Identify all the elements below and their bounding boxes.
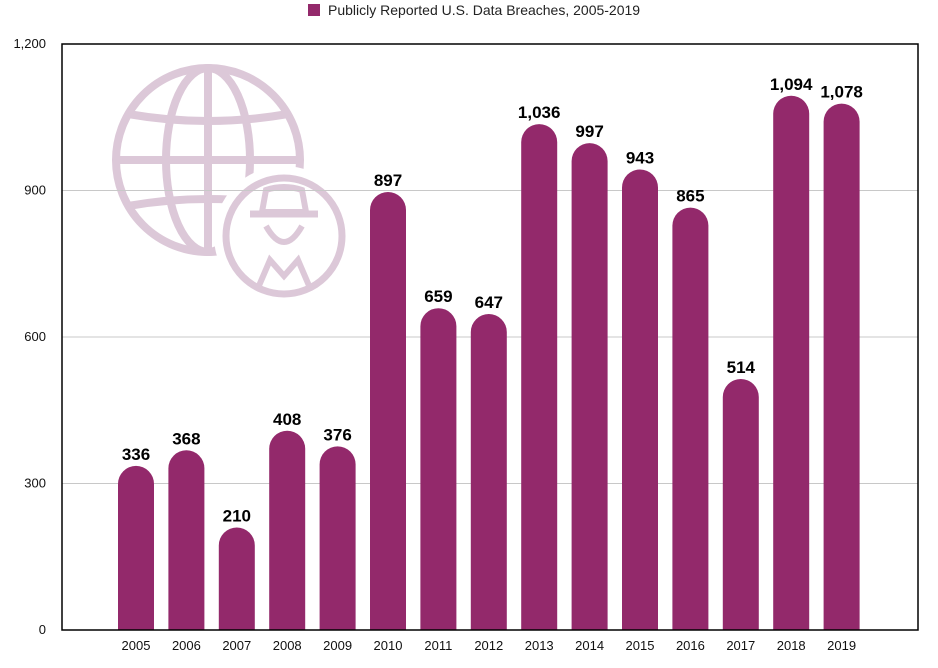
x-tick-label-2019: 2019 bbox=[827, 638, 856, 653]
bar-2013 bbox=[521, 124, 558, 630]
bar-2006 bbox=[168, 450, 205, 630]
data-label-2018: 1,094 bbox=[770, 75, 813, 94]
data-label-2011: 659 bbox=[424, 287, 452, 306]
bar-2008 bbox=[269, 430, 306, 630]
x-tick-label-2008: 2008 bbox=[273, 638, 302, 653]
bar-2014 bbox=[571, 143, 608, 631]
globe-spy-icon bbox=[112, 64, 304, 256]
data-label-2006: 368 bbox=[172, 429, 200, 448]
bar-2016 bbox=[672, 207, 709, 630]
data-label-2015: 943 bbox=[626, 149, 654, 168]
x-tick-label-2010: 2010 bbox=[374, 638, 403, 653]
x-tick-label-2012: 2012 bbox=[474, 638, 503, 653]
legend-swatch bbox=[308, 4, 320, 16]
x-tick-label-2007: 2007 bbox=[222, 638, 251, 653]
x-tick-label-2017: 2017 bbox=[726, 638, 755, 653]
spy-icon bbox=[214, 166, 354, 306]
x-tick-label-2015: 2015 bbox=[626, 638, 655, 653]
bars bbox=[118, 95, 860, 631]
legend-label: Publicly Reported U.S. Data Breaches, 20… bbox=[328, 2, 640, 18]
x-tick-label-2018: 2018 bbox=[777, 638, 806, 653]
bar-2007 bbox=[218, 527, 255, 630]
data-labels: 336 368 210 408 376 897 659 647 1,036 997 943 865 51… bbox=[122, 75, 863, 526]
legend: Publicly Reported U.S. Data Breaches, 20… bbox=[308, 2, 640, 18]
bar-2009 bbox=[319, 446, 356, 630]
y-tick-label: 1,200 bbox=[13, 36, 46, 51]
data-label-2008: 408 bbox=[273, 410, 301, 429]
x-tick-label-2005: 2005 bbox=[122, 638, 151, 653]
x-tick-label-2014: 2014 bbox=[575, 638, 604, 653]
y-tick-label: 300 bbox=[24, 476, 46, 491]
bar-2017 bbox=[722, 378, 759, 630]
data-label-2009: 376 bbox=[323, 425, 351, 444]
data-label-2012: 647 bbox=[475, 293, 503, 312]
data-label-2014: 997 bbox=[575, 122, 603, 141]
data-label-2019: 1,078 bbox=[820, 83, 863, 102]
x-tick-label-2016: 2016 bbox=[676, 638, 705, 653]
data-label-2013: 1,036 bbox=[518, 103, 561, 122]
data-label-2017: 514 bbox=[727, 358, 756, 377]
data-label-2010: 897 bbox=[374, 171, 402, 190]
x-tick-label-2011: 2011 bbox=[424, 638, 452, 653]
x-tick-label-2009: 2009 bbox=[323, 638, 352, 653]
y-tick-label: 600 bbox=[24, 329, 46, 344]
bar-2011 bbox=[420, 308, 457, 630]
bar-2012 bbox=[470, 314, 507, 630]
x-tick-label-2006: 2006 bbox=[172, 638, 201, 653]
bar-2015 bbox=[622, 169, 658, 630]
bar-2019 bbox=[823, 103, 860, 631]
data-label-2007: 210 bbox=[223, 506, 251, 525]
plot-frame bbox=[61, 43, 919, 631]
bar-2010 bbox=[370, 191, 406, 630]
data-label-2016: 865 bbox=[676, 187, 704, 206]
y-axis-ticks: 0 300 600 900 1,200 bbox=[13, 36, 46, 637]
y-tick-label: 0 bbox=[39, 622, 46, 637]
bar-2005 bbox=[118, 465, 154, 630]
bar-2018 bbox=[773, 95, 810, 631]
data-label-2005: 336 bbox=[122, 445, 150, 464]
y-tick-label: 900 bbox=[24, 183, 46, 198]
x-axis-ticks: 2005 2006 2007 2008 2009 2010 2011 2012 2013 2014… bbox=[122, 638, 857, 653]
x-tick-label-2013: 2013 bbox=[525, 638, 554, 653]
